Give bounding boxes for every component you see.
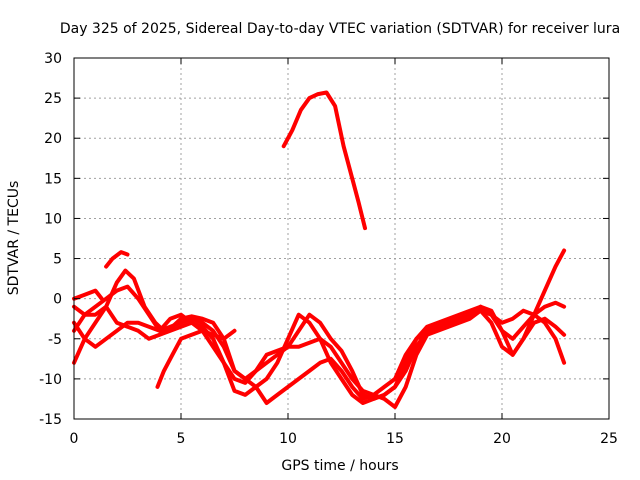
series-line-sat-peak xyxy=(281,90,367,231)
x-tick-label: 0 xyxy=(70,431,79,447)
y-axis-label: SDTVAR / TECUs xyxy=(6,181,22,296)
y-tick-label: 5 xyxy=(53,252,62,268)
chart-title: Day 325 of 2025, Sidereal Day-to-day VTE… xyxy=(60,21,620,37)
x-tick-label: 10 xyxy=(279,431,297,447)
series-line-sat-c xyxy=(72,288,104,301)
x-axis-label: GPS time / hours xyxy=(281,458,398,474)
y-tick-label: 30 xyxy=(44,51,62,67)
series-line-sat-a xyxy=(104,250,130,269)
y-tick-label: 25 xyxy=(44,91,62,107)
series-line-sat-f xyxy=(72,312,237,349)
y-tick-label: 10 xyxy=(44,211,62,227)
y-tick-label: -15 xyxy=(39,412,62,428)
series-line-sat-g xyxy=(155,308,567,409)
y-tick-label: -5 xyxy=(48,332,62,348)
y-tick-label: 20 xyxy=(44,131,62,147)
grid-lines xyxy=(74,58,609,419)
plot-frame xyxy=(73,57,610,420)
y-tick-label: -10 xyxy=(39,372,62,388)
y-tick-label: 0 xyxy=(53,292,62,308)
x-tick-label: 20 xyxy=(493,431,511,447)
y-tick-label: 15 xyxy=(44,171,62,187)
x-tick-label: 25 xyxy=(600,431,618,447)
axis-ticks: 0 5 10 15 20 25 -15 -10 -5 0 5 10 15 20 25 30 xyxy=(39,51,618,447)
data-series xyxy=(72,90,567,409)
x-tick-label: 5 xyxy=(177,431,186,447)
x-tick-label: 15 xyxy=(386,431,404,447)
